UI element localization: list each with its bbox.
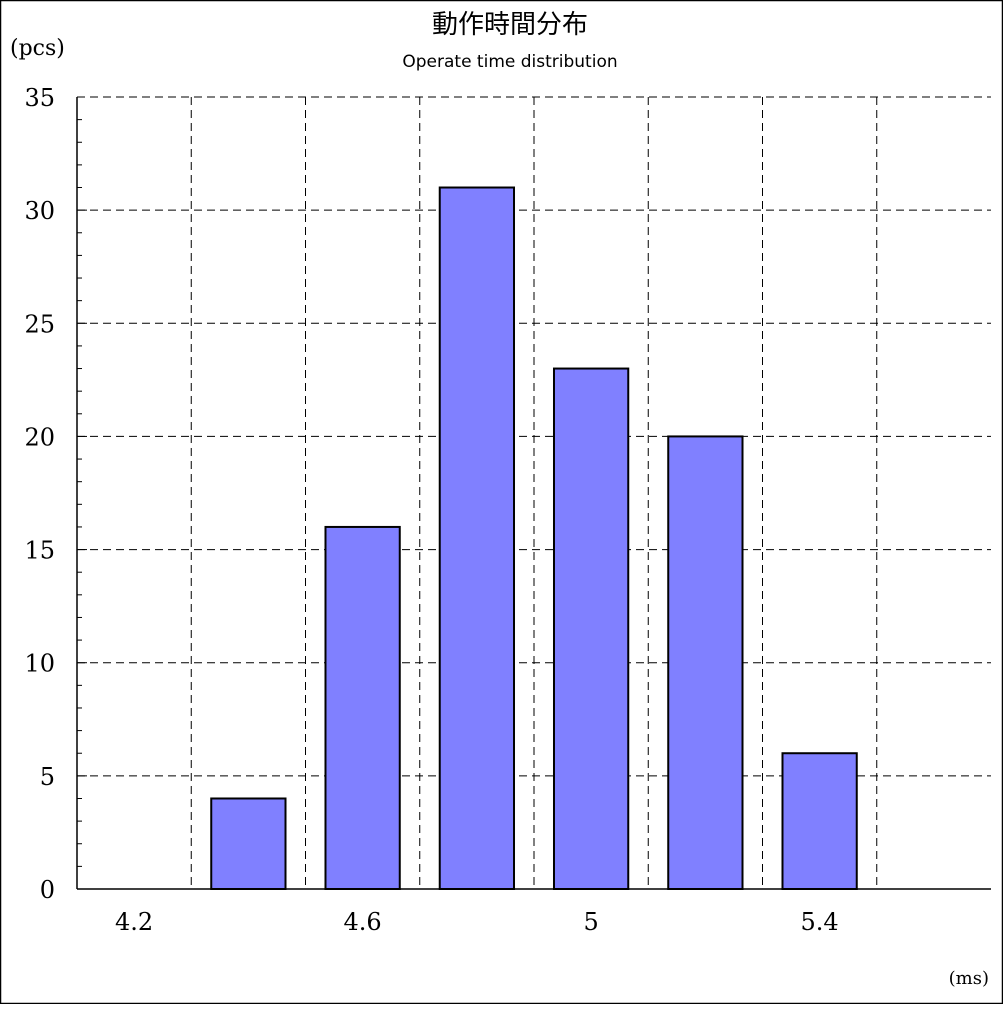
x-tick-label: 5.4: [801, 908, 839, 936]
y-tick-label: 35: [24, 84, 55, 112]
x-tick-label: 4.6: [344, 908, 382, 936]
histogram-bar: [210, 797, 287, 890]
x-axis-unit-label: (ms): [949, 968, 989, 989]
histogram-bar: [438, 186, 516, 890]
plot-area: 0 5 10 15 20 25 30 35 4.2 4.6 5 5.4: [24, 84, 991, 936]
x-tick-label: 4.2: [115, 908, 153, 936]
chart-title: 動作時間分布: [432, 10, 588, 40]
x-tick-label: 5: [583, 908, 598, 936]
y-axis-unit-label: (pcs): [10, 36, 65, 61]
y-tick-label: 15: [24, 537, 55, 565]
chart-subtitle: Operate time distribution: [402, 52, 617, 72]
histogram-bar: [324, 525, 401, 890]
histogram-bar: [667, 435, 744, 890]
y-tick-label: 25: [24, 310, 55, 338]
histogram-bar: [781, 752, 858, 890]
y-tick-label: 5: [40, 763, 55, 791]
y-tick-label: 20: [24, 423, 55, 451]
y-tick-label: 0: [40, 876, 55, 904]
y-tick-label: 10: [24, 650, 55, 678]
y-tick-label: 30: [24, 197, 55, 225]
histogram-bar: [552, 367, 630, 890]
